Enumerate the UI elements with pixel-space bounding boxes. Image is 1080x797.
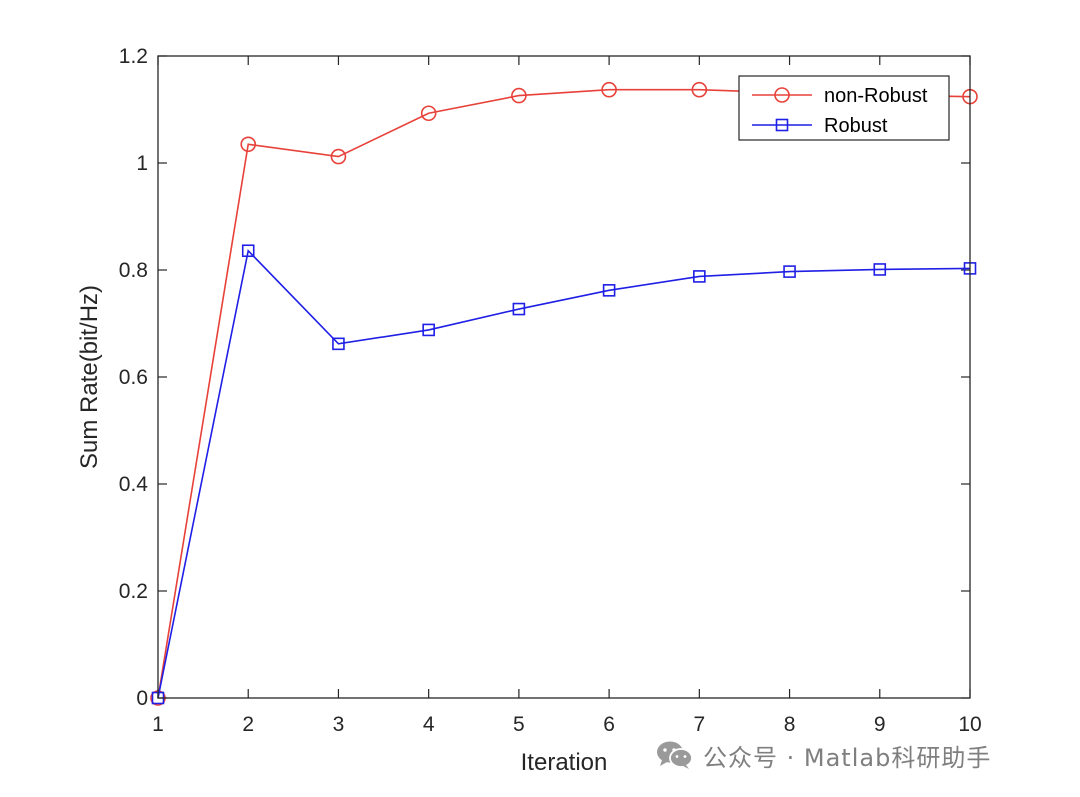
x-tick-label: 6 xyxy=(603,713,615,736)
data-point xyxy=(691,81,708,98)
y-tick-label: 1.2 xyxy=(119,45,148,68)
x-tick-label: 3 xyxy=(333,713,345,736)
y-tick-label: 0.6 xyxy=(119,366,148,389)
y-tick-label: 0.2 xyxy=(119,580,148,603)
data-point xyxy=(602,284,616,297)
wechat-icon xyxy=(657,741,693,769)
legend-swatch-marker xyxy=(775,118,789,132)
data-point xyxy=(511,87,527,104)
x-tick-label: 2 xyxy=(242,713,254,736)
legend-item: non-Robust xyxy=(752,85,928,107)
data-point xyxy=(420,105,437,122)
data-point xyxy=(601,81,617,98)
legend: non-Robust Robust xyxy=(738,75,950,141)
y-tick-label: 0.8 xyxy=(119,259,148,282)
y-tick-label: 0 xyxy=(136,687,148,710)
legend-items: non-Robust Robust xyxy=(752,85,928,137)
legend-box xyxy=(738,75,950,141)
y-tick-label: 0.4 xyxy=(119,473,149,496)
x-tick-label: 1 xyxy=(152,713,164,736)
data-point xyxy=(330,148,347,165)
legend-swatch-marker xyxy=(774,87,790,103)
x-axis-title: Iteration xyxy=(521,749,608,776)
plot-area xyxy=(158,56,970,698)
data-point xyxy=(240,136,257,153)
data-point xyxy=(332,337,345,351)
watermark: 公众号 · Matlab科研助手 xyxy=(655,737,991,773)
x-tick-label: 7 xyxy=(693,713,705,736)
data-point xyxy=(873,263,887,276)
data-point xyxy=(783,265,796,278)
legend-label: non-Robust xyxy=(824,85,928,107)
data-point xyxy=(422,323,435,337)
axes-box xyxy=(157,55,971,699)
series-line xyxy=(157,249,971,699)
x-tick-label: 10 xyxy=(958,713,981,736)
watermark-text: 公众号 · Matlab科研助手 xyxy=(703,743,992,772)
legend-item: Robust xyxy=(752,115,888,137)
y-axis-title: Sum Rate(bit/Hz) xyxy=(76,285,103,469)
x-tick-label: 4 xyxy=(423,713,435,736)
data-point xyxy=(512,302,526,316)
x-tick-label: 9 xyxy=(874,713,886,736)
x-tick-label: 5 xyxy=(513,713,525,736)
data-point xyxy=(241,244,255,258)
y-tick-label: 1 xyxy=(136,152,148,175)
data-point xyxy=(693,270,706,283)
legend-label: Robust xyxy=(824,115,888,137)
x-tick-label: 8 xyxy=(784,713,796,736)
